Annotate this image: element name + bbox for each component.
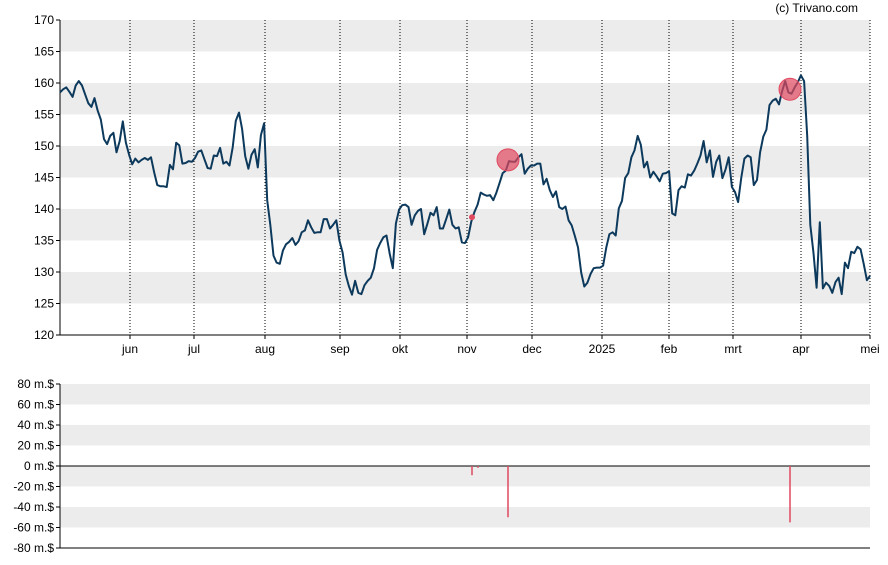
watermark: (c) Trivano.com [775, 1, 858, 15]
event-marker [778, 77, 802, 101]
price-y-tick-label: 120 [34, 328, 54, 342]
volume-band [60, 384, 870, 405]
price-y-tick-label: 155 [34, 108, 54, 122]
volume-y-tick-label: 20 m.$ [17, 439, 54, 453]
price-x-tick-label: jul [187, 342, 200, 356]
price-y-tick-label: 165 [34, 45, 54, 59]
price-y-tick-label: 135 [34, 234, 54, 248]
volume-band [60, 425, 870, 446]
volume-y-tick-label: -60 m.$ [13, 521, 54, 535]
price-x-ticks: jun jul aug sep okt nov dec 2025 feb mrt apr mei [121, 335, 880, 356]
volume-y-tick-label: -20 m.$ [13, 480, 54, 494]
price-band [60, 20, 870, 52]
price-x-tick-label: feb [661, 342, 678, 356]
price-y-tick-label: 150 [34, 139, 54, 153]
volume-y-tick-label: 0 m.$ [24, 459, 54, 473]
price-y-ticks: 120 125 130 135 140 145 150 155 160 165 170 [34, 13, 60, 342]
volume-y-tick-label: 80 m.$ [17, 377, 54, 391]
volume-band [60, 507, 870, 528]
volume-bands [60, 384, 870, 528]
price-x-tick-label: mei [860, 342, 879, 356]
price-events [469, 77, 802, 221]
price-band [60, 83, 870, 115]
price-x-tick-label: okt [392, 342, 409, 356]
event-marker [496, 148, 520, 172]
price-band [60, 272, 870, 304]
price-band [60, 209, 870, 241]
price-series [59, 74, 871, 296]
price-y-tick-label: 160 [34, 76, 54, 90]
price-x-tick-label: nov [457, 342, 476, 356]
price-x-tick-label: aug [255, 342, 275, 356]
price-x-tick-label: 2025 [589, 342, 616, 356]
event-marker [469, 214, 475, 221]
price-x-tick-label: dec [522, 342, 541, 356]
price-y-tick-label: 145 [34, 171, 54, 185]
price-x-tick-label: sep [330, 342, 350, 356]
volume-band [60, 466, 870, 487]
price-x-tick-label: jun [121, 342, 138, 356]
price-y-tick-label: 125 [34, 297, 54, 311]
volume-bars [471, 466, 791, 523]
price-x-tick-label: mrt [724, 342, 742, 356]
volume-y-tick-label: -40 m.$ [13, 500, 54, 514]
price-y-tick-label: 170 [34, 13, 54, 27]
price-bands [60, 20, 870, 304]
volume-y-tick-label: 40 m.$ [17, 418, 54, 432]
volume-y-ticks: -80 m.$ -60 m.$ -40 m.$ -20 m.$ 0 m.$ 20 m.$ 4… [13, 377, 60, 555]
price-band [60, 146, 870, 178]
price-y-tick-label: 130 [34, 265, 54, 279]
volume-y-tick-label: -80 m.$ [13, 541, 54, 555]
price-line [59, 74, 871, 296]
price-x-tick-label: apr [792, 342, 809, 356]
volume-y-tick-label: 60 m.$ [17, 398, 54, 412]
price-y-tick-label: 140 [34, 202, 54, 216]
